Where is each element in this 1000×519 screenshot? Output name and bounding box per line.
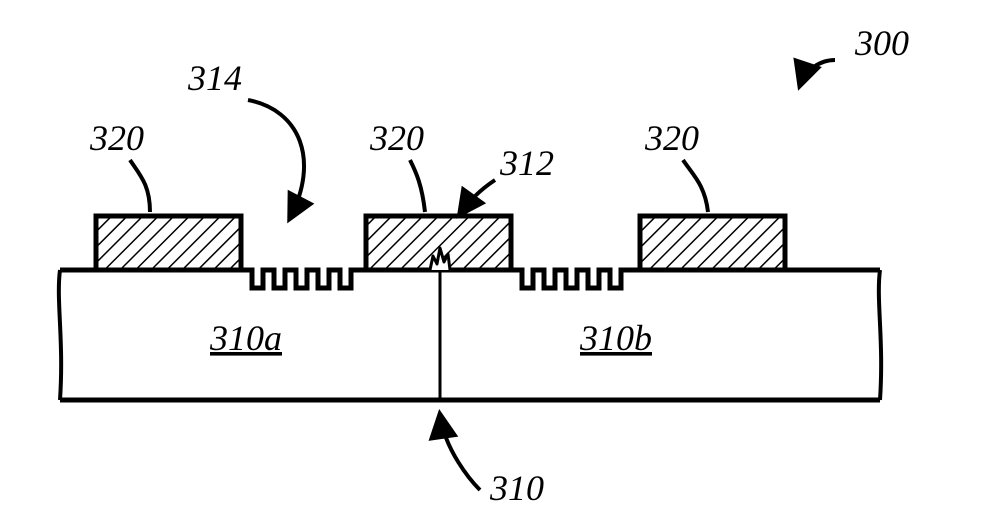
leader-320b <box>410 160 425 212</box>
substrate <box>59 270 881 400</box>
label-320-c: 320 <box>644 118 699 158</box>
label-310b: 310b <box>579 318 652 358</box>
substrate-top-outline <box>60 270 880 288</box>
block-320-left <box>96 216 241 270</box>
label-312: 312 <box>499 143 554 183</box>
label-310: 310 <box>489 468 544 508</box>
patent-figure: 300 314 320 320 320 312 310a 310b 310 <box>0 0 1000 519</box>
block-320-right <box>640 216 785 270</box>
label-320-b: 320 <box>369 118 424 158</box>
leader-310 <box>440 415 480 490</box>
leader-320c <box>683 160 708 212</box>
label-314: 314 <box>187 58 242 98</box>
label-320-a: 320 <box>89 118 144 158</box>
leader-320a <box>130 160 150 212</box>
leader-312 <box>460 180 495 214</box>
label-300: 300 <box>854 23 909 63</box>
leader-314 <box>248 100 304 218</box>
leaders <box>130 60 835 490</box>
label-310a: 310a <box>209 318 282 358</box>
leader-300 <box>800 60 835 85</box>
